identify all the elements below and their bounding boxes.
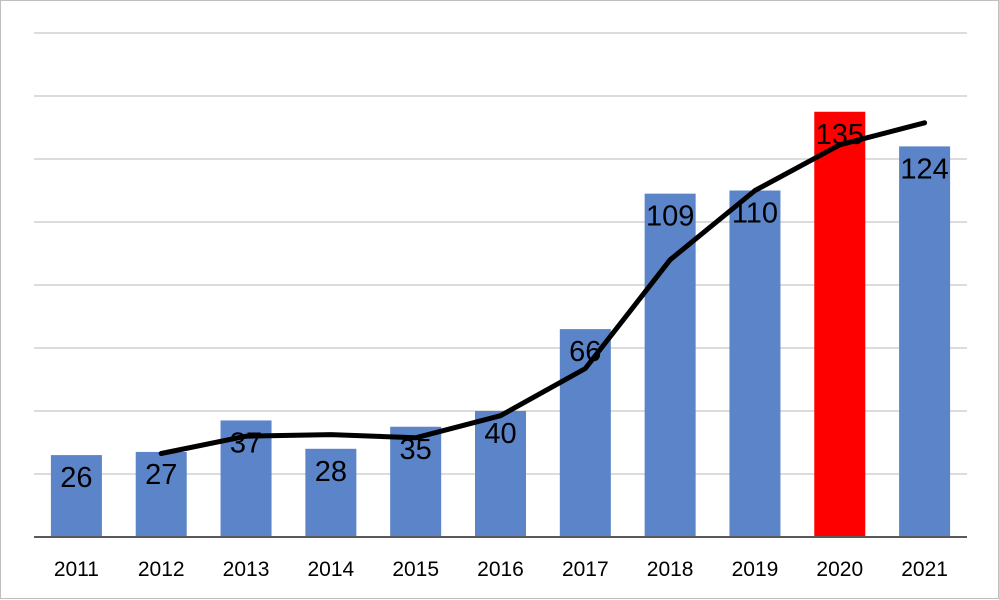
bar-2020 [814,111,866,537]
x-tick-label-2017: 2017 [562,558,609,581]
bar-2021 [899,146,951,537]
x-tick-label-2021: 2021 [901,558,948,581]
x-tick-label-2020: 2020 [816,558,863,581]
x-tick-label-2018: 2018 [647,558,694,581]
bar-2017 [559,329,611,537]
bar-2016 [475,411,526,537]
bar-2018 [644,193,696,537]
data-label-2016: 40 [484,418,516,450]
trend-line [158,120,928,456]
bar-2019 [729,190,781,537]
x-tick-label-2014: 2014 [308,558,355,581]
data-label-2021: 124 [900,153,948,185]
data-label-2015: 35 [400,434,432,466]
data-label-2019: 110 [732,198,778,230]
data-label-2018: 109 [646,201,694,233]
trend-line-group [158,120,928,456]
bar-2014 [305,448,357,537]
x-tick-label-2012: 2012 [138,558,185,581]
gridlines [34,32,967,475]
data-label-2017: 66 [569,336,601,368]
data-labels: 26 27 37 28 35 40 66 109 110 135 124 [60,119,949,494]
bar-2012 [135,451,187,537]
bar-2015 [390,426,442,537]
x-tick-label-2013: 2013 [223,558,270,581]
data-label-2020: 135 [816,119,864,151]
bar-2011 [50,455,102,537]
x-axis: 2011 2012 2013 2014 2015 2016 2017 2018 2019 2020… [34,536,967,581]
data-label-2011: 26 [60,462,92,494]
data-label-2013: 37 [230,427,262,459]
x-tick-label-2016: 2016 [477,558,524,581]
bars [50,111,951,537]
x-tick-label-2019: 2019 [732,558,779,581]
data-label-2014: 28 [315,456,347,488]
x-tick-label-2011: 2011 [54,558,99,581]
data-label-2012: 27 [145,459,177,491]
x-tick-label-2015: 2015 [392,558,439,581]
